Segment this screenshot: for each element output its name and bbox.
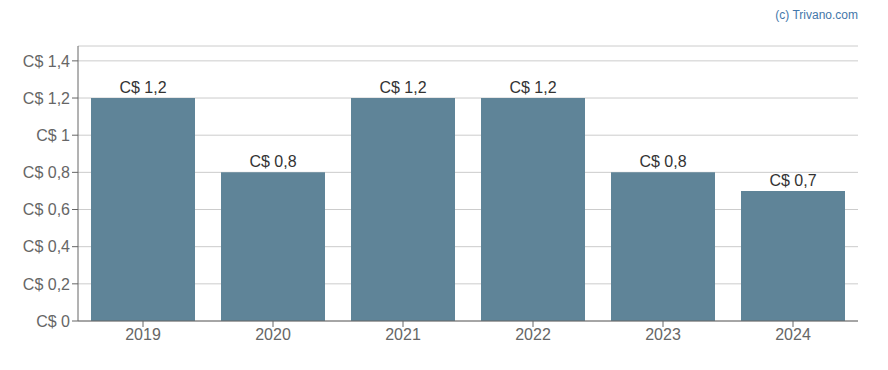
- svg-text:2019: 2019: [125, 326, 161, 343]
- svg-text:C$ 0,6: C$ 0,6: [23, 201, 70, 218]
- svg-text:2023: 2023: [645, 326, 681, 343]
- svg-text:2022: 2022: [515, 326, 551, 343]
- svg-text:C$ 1: C$ 1: [36, 127, 70, 144]
- html-text:(c) Trivano.com: (c) Trivano.com: [775, 8, 858, 22]
- svg-text:C$ 0,8: C$ 0,8: [249, 153, 296, 170]
- svg-text:C$ 1,2: C$ 1,2: [23, 90, 70, 107]
- svg-text:2024: 2024: [775, 326, 811, 343]
- svg-text:C$ 0,4: C$ 0,4: [23, 238, 70, 255]
- svg-text:2021: 2021: [385, 326, 421, 343]
- svg-text:C$ 0,2: C$ 0,2: [23, 276, 70, 293]
- svg-text:C$ 1,4: C$ 1,4: [23, 53, 70, 70]
- svg-text:C$ 0,8: C$ 0,8: [639, 153, 686, 170]
- svg-text:C$ 1,2: C$ 1,2: [509, 79, 556, 96]
- svg-text:C$ 1,2: C$ 1,2: [119, 79, 166, 96]
- svg-text:C$ 0: C$ 0: [36, 313, 70, 330]
- svg-text:C$ 1,2: C$ 1,2: [379, 79, 426, 96]
- svg-text:C$ 0,7: C$ 0,7: [769, 172, 816, 189]
- svg-text:2020: 2020: [255, 326, 291, 343]
- svg-text:C$ 0,8: C$ 0,8: [23, 164, 70, 181]
